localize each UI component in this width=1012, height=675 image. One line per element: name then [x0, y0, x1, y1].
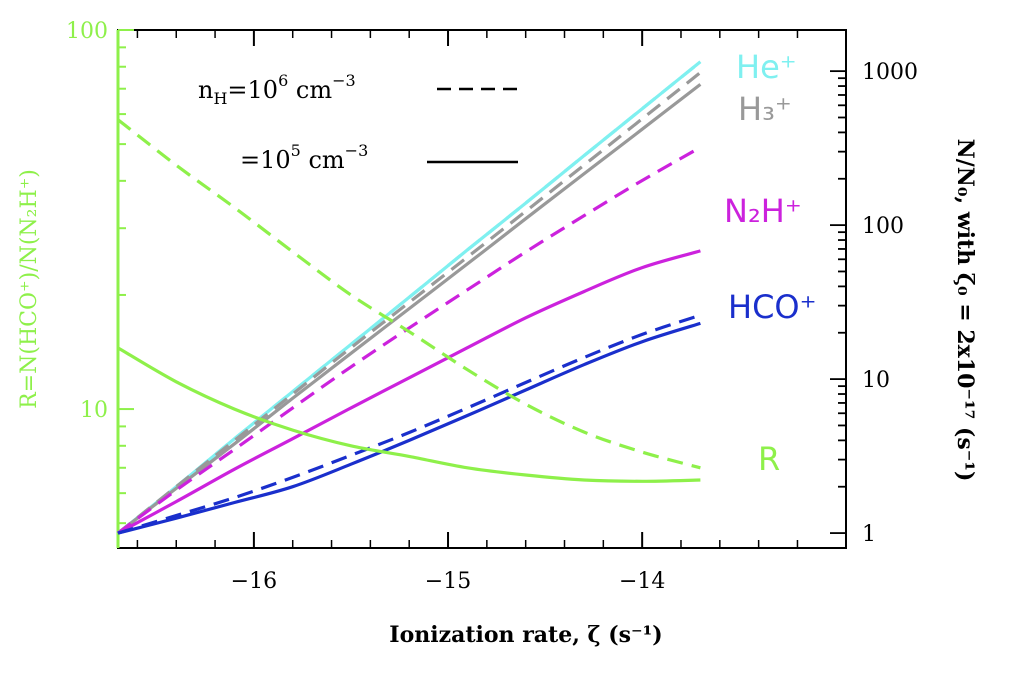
left-axis-title: R=N(HCO⁺)/N(N₂H⁺): [17, 169, 42, 409]
series-line-r-solid: [117, 346, 701, 483]
x-tick-label: −14: [619, 569, 665, 594]
series-line-h3-dashed: [117, 71, 702, 535]
legend-entry-dashed: nH=106 cm−3: [198, 71, 356, 108]
x-tick-label: −16: [231, 569, 277, 594]
right-tick-label: 1000: [862, 60, 918, 85]
x-tick-labels: −16 −15 −14: [231, 569, 666, 594]
series-group: [117, 60, 702, 535]
left-tick-labels: 10 100: [66, 19, 108, 423]
curve-label-n2h: N₂H⁺: [724, 192, 802, 230]
legend-entry-solid: =105 cm−3: [240, 141, 368, 174]
series-line-hco-solid: [117, 321, 701, 535]
series-line-n2h-dashed: [117, 145, 702, 535]
series-line-hco-dashed: [117, 313, 701, 535]
series-line-n2h-solid: [117, 249, 701, 535]
right-tick-label: 10: [862, 368, 890, 393]
curve-label-he: He⁺: [736, 48, 797, 86]
right-tick-label: 100: [862, 214, 904, 239]
x-tick-label: −15: [425, 569, 471, 594]
right-tick-label: 1: [862, 522, 876, 547]
axis-ticks: [118, 29, 846, 548]
left-tick-label: 100: [66, 19, 108, 44]
series-line-r-dashed: [117, 118, 701, 470]
right-tick-labels: 1 10 100 1000: [862, 60, 918, 547]
left-tick-label: 10: [80, 398, 108, 423]
curve-label-r: R: [758, 440, 780, 478]
x-axis-title: Ionization rate, ζ (s⁻¹): [389, 622, 662, 648]
curve-label-h3: H₃⁺: [738, 90, 792, 128]
curve-label-hco: HCO⁺: [728, 288, 816, 326]
series-line-h3-solid: [117, 83, 702, 535]
right-axis-title: N/N₀, with ζ₀ = 2x10⁻¹⁷ (s⁻¹): [952, 139, 978, 482]
legend: nH=106 cm−3 =105 cm−3: [198, 71, 518, 174]
